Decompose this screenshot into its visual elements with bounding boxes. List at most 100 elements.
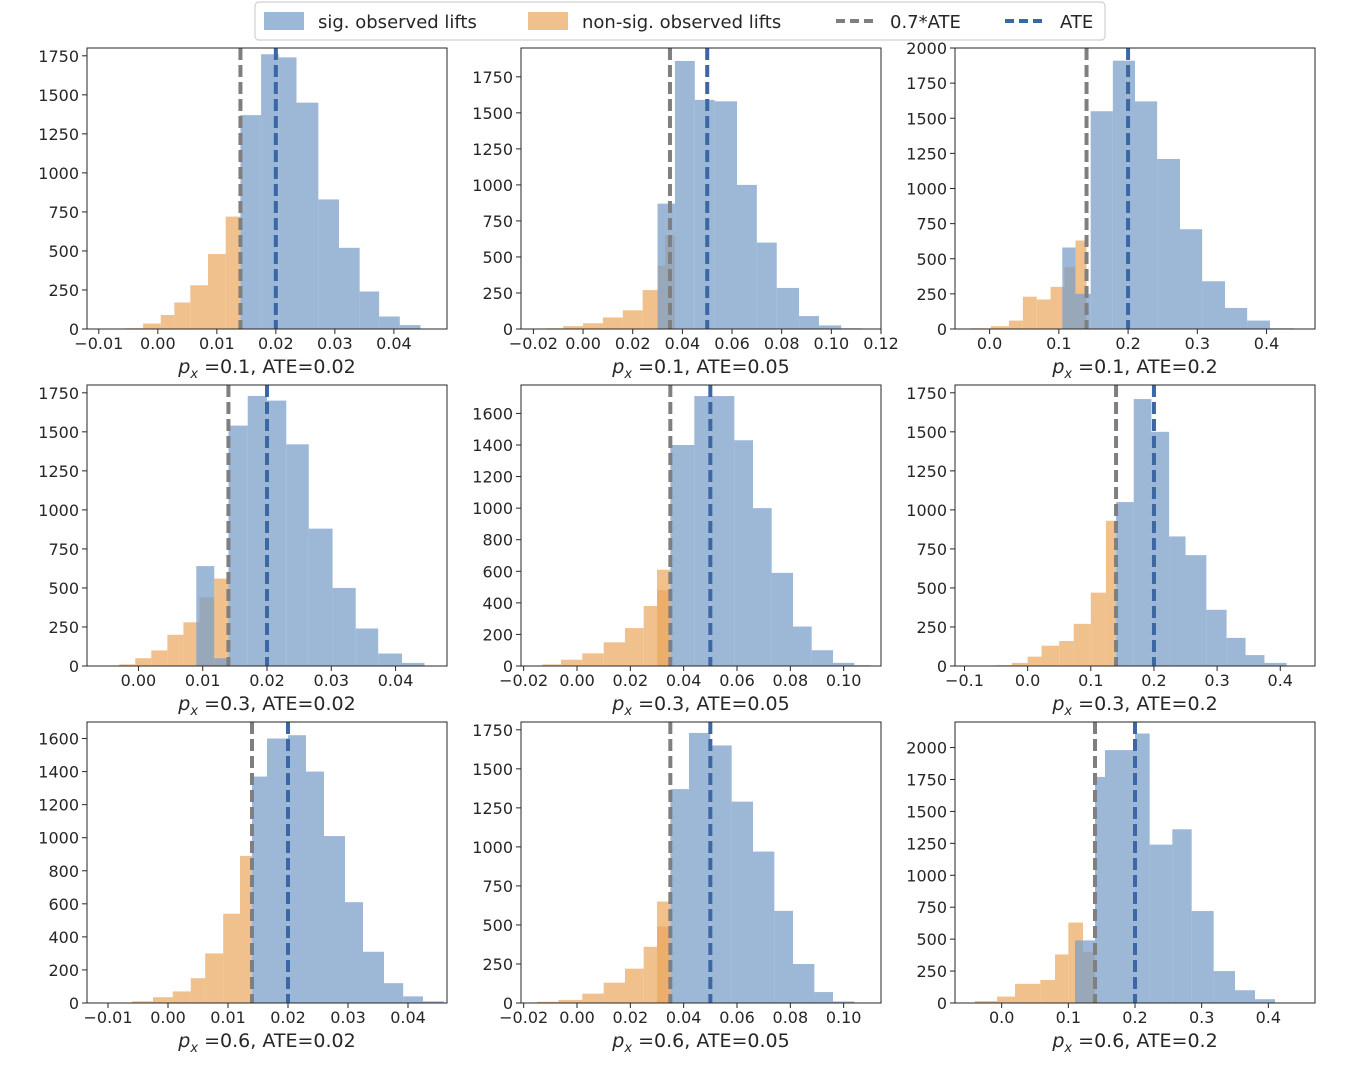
title-px-value: 0.3 xyxy=(220,693,250,715)
title-ate-value: 0.02 xyxy=(313,356,355,378)
x-tick-label: 0.02 xyxy=(613,1008,649,1027)
nonsig-bar xyxy=(153,997,173,1003)
title-ate-label: , ATE= xyxy=(1124,1030,1187,1052)
nonsig-bar xyxy=(1036,299,1051,329)
nonsig-bar xyxy=(160,314,175,329)
nonsig-bar xyxy=(542,664,561,666)
title-p: p xyxy=(177,356,190,378)
y-tick-label: 600 xyxy=(48,895,79,914)
y-tick-label: 250 xyxy=(48,281,79,300)
sig-bar xyxy=(1264,662,1287,666)
sig-bar xyxy=(714,101,737,329)
x-tick-label: 0.00 xyxy=(150,1008,186,1027)
sig-bar xyxy=(228,425,248,666)
x-tick-label: 0.01 xyxy=(210,1008,246,1027)
panel-8: −0.02 0.00 0.02 0.04 0.06 0.08 0.10 0 250 500 750 1… xyxy=(472,721,882,1056)
x-tick-label: −0.02 xyxy=(509,334,558,353)
x-tick-label: 0.1 xyxy=(1046,334,1071,353)
y-tick-label: 250 xyxy=(482,955,513,974)
title-ate-label: , ATE= xyxy=(684,693,747,715)
nonsig-bar xyxy=(583,323,603,329)
y-tick-label: 1750 xyxy=(38,47,79,66)
nonsig-bar xyxy=(1050,286,1065,329)
y-tick-label: 1250 xyxy=(472,799,513,818)
title-subscript: x xyxy=(189,367,198,382)
sig-bar xyxy=(339,247,360,329)
sig-bar xyxy=(833,662,855,666)
x-tick-label: 0.03 xyxy=(330,1008,366,1027)
y-tick-label: 1750 xyxy=(906,384,947,403)
y-tick-label: 1500 xyxy=(472,760,513,779)
y-tick-label: 750 xyxy=(916,540,947,559)
sig-bar xyxy=(710,396,735,666)
x-tick-label: 0.02 xyxy=(613,671,649,690)
sig-bar xyxy=(359,291,380,329)
nonsig-bar xyxy=(622,310,643,329)
nonsig-bar xyxy=(1011,662,1028,666)
x-tick-label: 0.4 xyxy=(1256,1008,1281,1027)
x-tick-label: −0.01 xyxy=(83,1008,132,1027)
x-tick-label: −0.02 xyxy=(499,671,548,690)
x-tick-label: 0.4 xyxy=(1254,334,1279,353)
legend-label-ate: ATE xyxy=(1060,12,1093,33)
title-ate-label: , ATE= xyxy=(250,1030,313,1052)
sig-bar xyxy=(423,1001,444,1003)
nonsig-bar xyxy=(1040,980,1055,1003)
x-tick-label: 0.03 xyxy=(317,334,353,353)
title-p: p xyxy=(611,1030,624,1052)
y-tick-label: 1500 xyxy=(906,109,947,128)
nonsig-bar xyxy=(1075,240,1087,329)
y-tick-label: 500 xyxy=(48,242,79,261)
y-tick-label: 1500 xyxy=(38,86,79,105)
sig-bar xyxy=(252,776,267,1003)
x-tick-label: 0.2 xyxy=(1115,334,1140,353)
title-p: p xyxy=(1051,356,1064,378)
sig-bar xyxy=(1191,911,1214,1003)
y-tick-label: 0 xyxy=(69,320,79,339)
sig-bar xyxy=(1112,60,1135,330)
axes-frame xyxy=(520,47,882,330)
x-tick-label: 0.04 xyxy=(665,334,701,353)
title-ate-value: 0.2 xyxy=(1187,356,1217,378)
sig-bar xyxy=(1185,555,1207,666)
nonsig-bar xyxy=(643,606,657,666)
nonsig-bar xyxy=(132,1001,153,1003)
nonsig-bar xyxy=(991,326,1009,329)
panel-1: −0.01 0.00 0.01 0.02 0.03 0.04 0 250 500 750 1000 1… xyxy=(38,47,448,382)
sig-bar xyxy=(332,587,356,666)
nonsig-bar xyxy=(1009,320,1023,329)
y-tick-label: 2000 xyxy=(906,39,947,58)
sig-bar xyxy=(1105,750,1135,1003)
nonsig-bar xyxy=(642,290,658,329)
title-px-value: 0.3 xyxy=(1094,693,1124,715)
y-tick-label: 500 xyxy=(916,579,947,598)
sig-bar xyxy=(657,203,675,329)
x-tick-label: 0.10 xyxy=(826,1008,862,1027)
y-tick-label: 1000 xyxy=(38,829,79,848)
sig-bar xyxy=(1095,776,1105,1003)
y-tick-label: 750 xyxy=(916,898,947,917)
sig-bar xyxy=(1245,655,1265,666)
y-tick-label: 1000 xyxy=(906,180,947,199)
sig-bar xyxy=(753,508,772,666)
x-tick-label: 0.02 xyxy=(249,671,285,690)
nonsig-bar xyxy=(223,913,240,1003)
nonsig-bar xyxy=(603,982,625,1003)
x-tick-label: 0.04 xyxy=(666,1008,702,1027)
title-eq: = xyxy=(198,693,220,715)
x-tick-label: 0.3 xyxy=(1204,671,1229,690)
title-eq: = xyxy=(632,1030,654,1052)
nonsig-bar xyxy=(172,991,191,1003)
title-px-value: 0.1 xyxy=(1094,356,1124,378)
sig-bar xyxy=(1247,320,1270,329)
x-tick-label: 0.12 xyxy=(863,334,899,353)
nonsig-bar xyxy=(643,946,657,1003)
sig-bar xyxy=(196,566,215,666)
sig-bar xyxy=(1255,999,1275,1003)
sig-bar xyxy=(1172,829,1192,1003)
panel-title: px =0.6, ATE=0.02 xyxy=(177,1030,355,1056)
title-eq: = xyxy=(198,1030,220,1052)
nonsig-bar xyxy=(119,664,136,666)
y-tick-label: 1500 xyxy=(38,423,79,442)
y-tick-label: 1400 xyxy=(38,763,79,782)
